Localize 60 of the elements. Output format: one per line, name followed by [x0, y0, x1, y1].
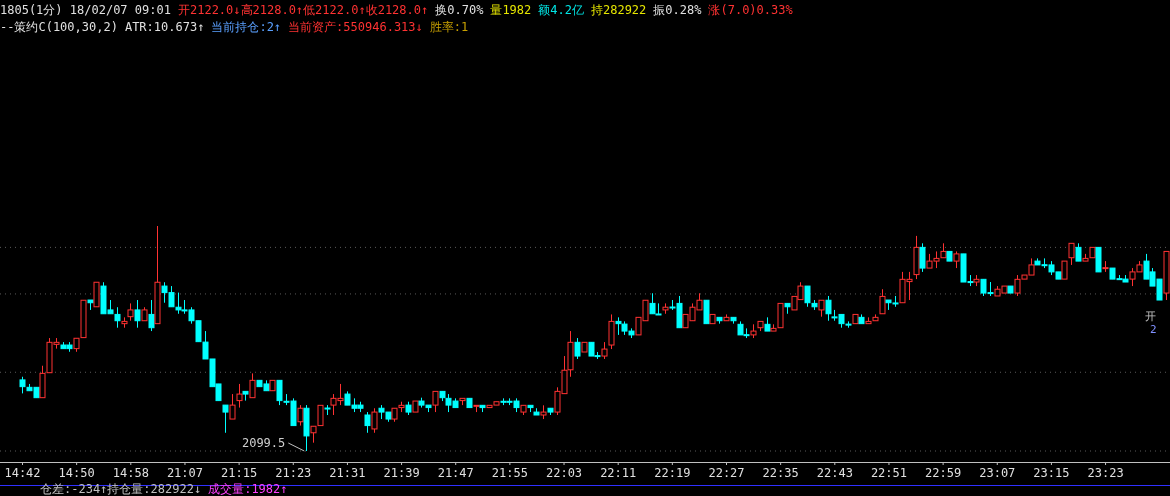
x-tick-label: 22:27 — [708, 465, 745, 480]
x-tick-label: 22:51 — [870, 465, 908, 480]
text: 胜率:1 — [429, 20, 469, 34]
text: 额4.2亿 — [538, 3, 584, 17]
text: 换0.70% — [435, 3, 485, 17]
candlestick — [222, 404, 229, 434]
candlestick — [276, 379, 283, 406]
x-tick-label: 21:15 — [221, 465, 258, 480]
candlestick — [371, 407, 378, 434]
x-tick-label: 14:58 — [112, 465, 149, 480]
text: --策约C(100,30,2) — [0, 20, 118, 34]
candlestick — [249, 372, 256, 399]
candlestick — [825, 295, 832, 322]
candlestick — [364, 411, 371, 434]
annotation: 2 — [1150, 323, 1157, 336]
x-tick-label: 23:23 — [1087, 465, 1124, 480]
candlestick — [297, 404, 304, 427]
x-tick-label: 21:55 — [491, 465, 528, 480]
text: 开2122.0↓高2128.0↑低2122.0↑收2128.0↑ — [177, 3, 429, 17]
x-tick-label: 14:50 — [58, 465, 95, 480]
text: ATR:10.673↑ — [124, 20, 205, 34]
candlestick — [229, 393, 236, 420]
text: 涨(7.0)0.33% — [708, 3, 794, 17]
candlestick — [574, 337, 581, 360]
candlestick — [148, 299, 155, 332]
candlestick — [879, 288, 886, 315]
annotation: 2099.5 — [241, 436, 286, 450]
candlestick — [804, 285, 811, 308]
candlestick — [608, 313, 615, 350]
x-tick-label: 21:31 — [329, 465, 366, 480]
candlestick — [703, 299, 710, 325]
x-tick-label: 21:39 — [383, 465, 420, 480]
text: 持282922 — [590, 3, 647, 17]
x-tick-label: 21:07 — [166, 465, 204, 480]
x-tick-label: 14:42 — [4, 465, 41, 480]
candlestick — [1068, 242, 1075, 266]
x-tick-label: 23:15 — [1033, 465, 1070, 480]
x-tick-label: 21:47 — [437, 465, 474, 480]
x-tick-label: 22:11 — [600, 465, 637, 480]
x-tick-label: 22:35 — [762, 465, 799, 480]
candlestick — [236, 383, 243, 409]
candlestick — [432, 390, 439, 413]
text: 量1982 — [490, 3, 532, 17]
text: 成交量:1982↑ — [208, 482, 288, 496]
candlestick — [919, 242, 926, 273]
candlestick — [114, 306, 121, 329]
candlestick — [317, 404, 324, 427]
x-tick-label: 22:03 — [545, 465, 583, 480]
text: 仓差:-234↑持仓量:282922↓ — [40, 482, 202, 496]
x-tick-label: 22:59 — [925, 465, 962, 480]
candlestick — [134, 299, 141, 329]
text: 1805(1分) 18/02/07 09:01 — [0, 3, 171, 17]
text: 当前持仓:2↑ — [211, 20, 282, 34]
x-tick-label: 21:23 — [275, 465, 312, 480]
x-tick-label: 22:19 — [654, 465, 691, 480]
annotation: 开 — [1145, 310, 1156, 323]
text: 振0.28% — [653, 3, 703, 17]
text: 当前资产:550946.313↓ — [288, 20, 423, 34]
x-tick-label: 22:43 — [816, 465, 853, 480]
x-tick-label: 23:07 — [979, 465, 1016, 480]
